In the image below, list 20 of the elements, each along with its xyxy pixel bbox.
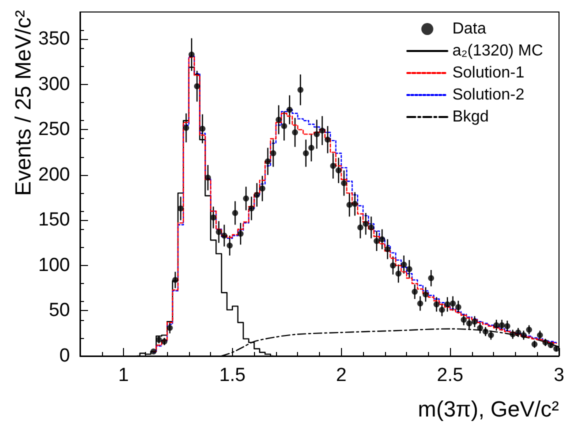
y-tick-label: 200 [38,164,70,186]
x-tick-label: 2 [336,365,347,386]
x-tick-label: 2.5 [436,365,464,386]
y-tick-label: 50 [48,300,70,322]
x-tick-label: 3 [554,365,564,386]
y-tick-label: 300 [38,74,70,95]
x-axis-title: m(3π), GeV/c² [418,396,559,422]
y-axis-title: Events / 25 MeV/c² [10,10,36,196]
legend-label: Solution-2 [452,86,524,104]
y-tick-label: 150 [38,210,70,231]
y-tick-label: 0 [59,346,70,366]
y-tick-label: 350 [38,28,70,50]
legend-label: a₂(1320) MC [452,42,543,60]
x-tick-label: 1.5 [219,365,246,386]
legend-label: Data [452,20,486,38]
legend-label: Solution-1 [452,64,524,82]
legend-label: Bkgd [452,108,489,126]
y-tick-label: 100 [38,254,70,276]
y-tick-label: 250 [38,119,70,140]
x-tick-label: 1 [118,365,129,386]
